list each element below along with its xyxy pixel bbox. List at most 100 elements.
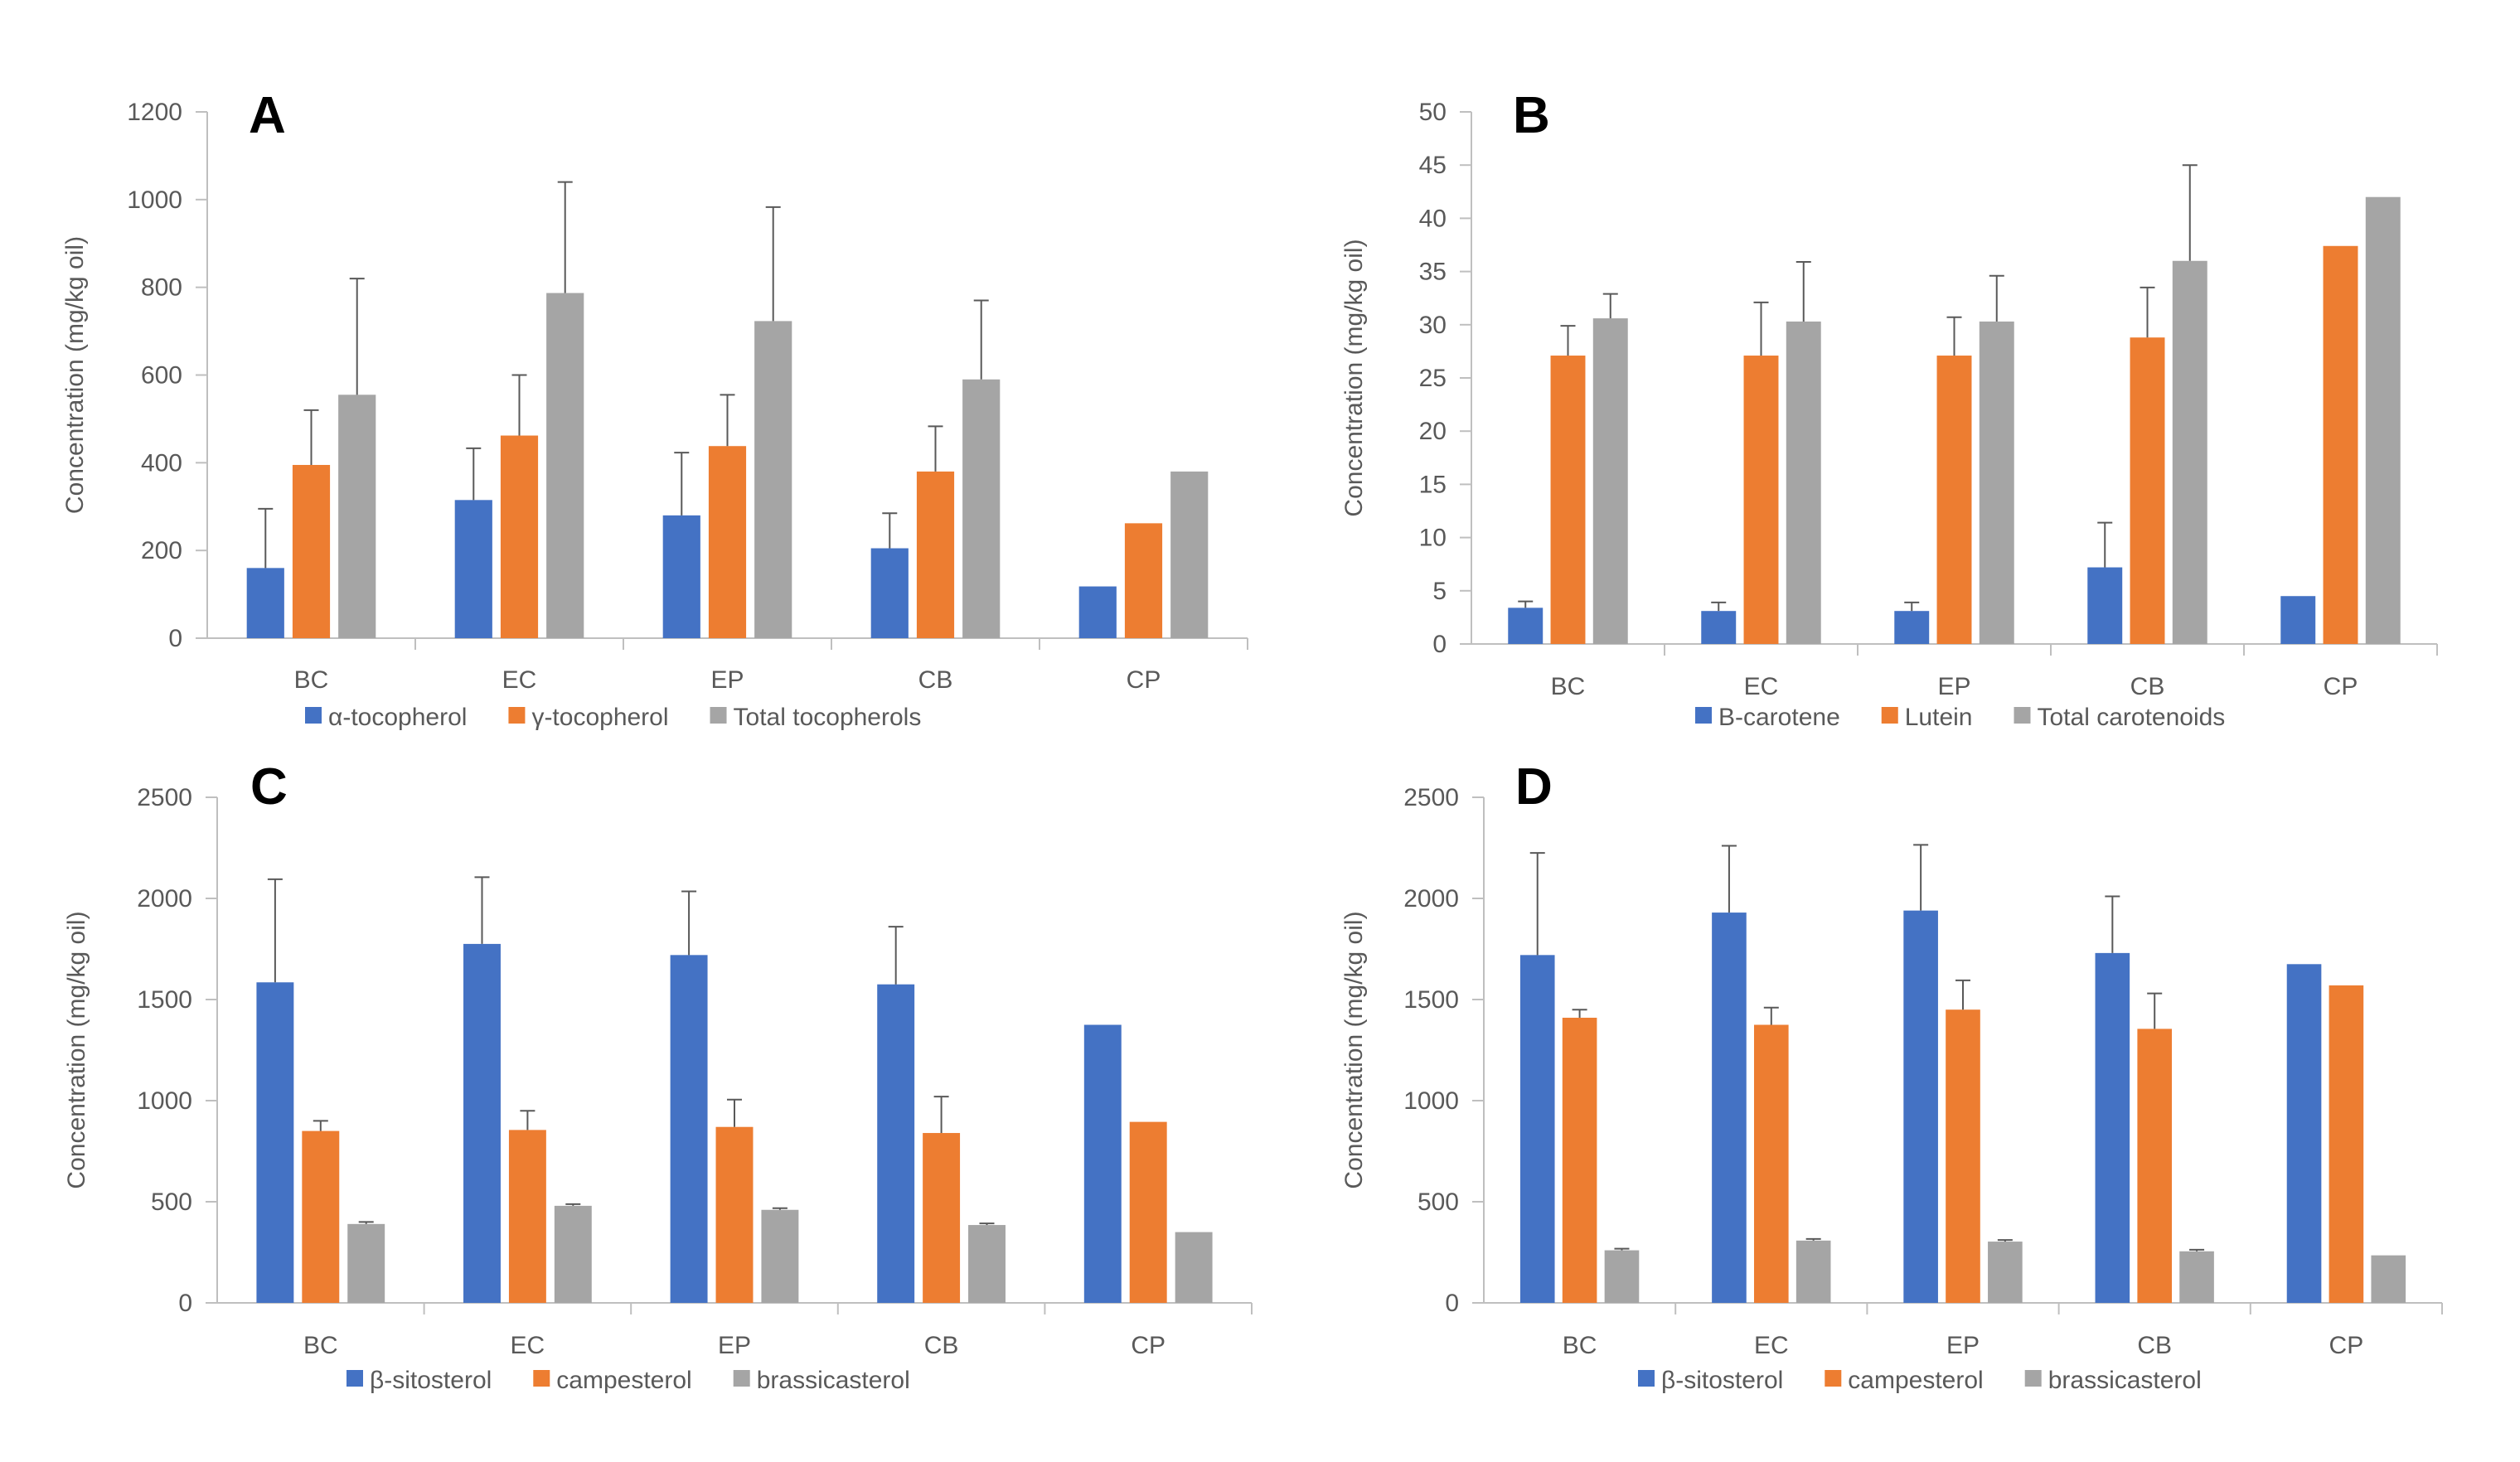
- y-tick-label: 15: [1419, 471, 1447, 498]
- panel-d: D Concentration (mg/kg oil) 0 500 1000 1500 20…: [1340, 758, 2443, 1394]
- y-tick-label: 2000: [137, 885, 192, 913]
- bar-ec-1: [463, 943, 501, 1303]
- panel-b: B Concentration (mg/kg oil) 0 5 10 15 20 25 30 35…: [1340, 87, 2438, 731]
- x-tick-label-cb: CB: [2130, 673, 2165, 700]
- legend-label: brassicasterol: [757, 1367, 910, 1394]
- y-axis-title-d: Concentration (mg/kg oil): [1340, 911, 1368, 1188]
- bar-cb-1: [870, 548, 909, 638]
- y-tick-label: 2000: [1403, 885, 1459, 913]
- bar-ep-3: [1988, 1242, 2023, 1303]
- legend-swatch: [305, 707, 322, 724]
- y-axis-title-c: Concentration (mg/kg oil): [63, 911, 90, 1188]
- y-tick-label: 200: [141, 537, 182, 564]
- y-tick-label: 2500: [1403, 784, 1459, 811]
- legend-label: Total tocopherols: [734, 704, 922, 731]
- bar-bc-3: [1592, 318, 1628, 644]
- bar-ep-3: [1979, 321, 2014, 644]
- bar-ec-2: [1753, 1024, 1789, 1303]
- legend-swatch: [710, 707, 727, 724]
- y-tick-label: 0: [178, 1290, 192, 1317]
- legend-swatch: [533, 1370, 550, 1387]
- bar-cb-2: [916, 471, 955, 638]
- bar-ep-2: [715, 1126, 754, 1303]
- legend-swatch: [2014, 707, 2031, 724]
- legend-label: campesterol: [1848, 1367, 1983, 1394]
- x-tick-label-cp: CP: [1131, 1332, 1166, 1359]
- bar-bc-1: [1508, 608, 1544, 644]
- y-tick-label: 600: [141, 362, 182, 390]
- x-tick-label-bc: BC: [1551, 673, 1586, 700]
- y-tick-label: 500: [1418, 1188, 1459, 1216]
- bar-bc-2: [302, 1130, 340, 1303]
- bar-bc-2: [1562, 1017, 1597, 1303]
- bar-ec-2: [508, 1130, 546, 1303]
- y-tick-label: 1500: [1403, 986, 1459, 1014]
- bar-ep-1: [1903, 910, 1938, 1303]
- y-tick-label: 40: [1419, 205, 1447, 232]
- y-tick-label: 800: [141, 274, 182, 302]
- bar-cb-2: [2137, 1029, 2173, 1303]
- legend-label: brassicasterol: [2048, 1367, 2202, 1394]
- panel-letter-c: C: [250, 758, 288, 816]
- y-tick-label: 1000: [1403, 1087, 1459, 1115]
- bar-ep-1: [1894, 611, 1930, 644]
- x-tick-label-ec: EC: [502, 666, 537, 694]
- legend-label: β-sitosterol: [370, 1367, 492, 1394]
- bar-ep-3: [754, 321, 792, 638]
- x-tick-label-ep: EP: [710, 666, 744, 694]
- x-tick-label-ec: EC: [1744, 673, 1779, 700]
- y-axis-title-a: Concentration (mg/kg oil): [61, 236, 89, 514]
- legend-a: α-tocopherol γ-tocopherol Total tocopherol…: [305, 704, 921, 731]
- x-tick-label-ec: EC: [1754, 1332, 1789, 1359]
- bar-cp-2: [2323, 245, 2358, 644]
- legend-label: α-tocopherol: [328, 704, 467, 731]
- y-tick-label: 2500: [137, 784, 192, 811]
- bar-cb-3: [2179, 1251, 2214, 1303]
- y-axis-title-b: Concentration (mg/kg oil): [1340, 239, 1368, 516]
- y-tick-label: 1000: [137, 1087, 192, 1115]
- y-tick-label: 500: [151, 1188, 192, 1216]
- bar-ec-2: [500, 435, 539, 638]
- y-tick-label: 0: [168, 625, 182, 652]
- panel-a: A Concentration (mg/kg oil) 0 200 400 600 800 1…: [61, 87, 1248, 731]
- x-tick-label-bc: BC: [1563, 1332, 1597, 1359]
- y-tick-label: 0: [1445, 1290, 1459, 1317]
- bar-cb-3: [2172, 260, 2207, 644]
- bar-cb-1: [877, 984, 915, 1303]
- bar-cp-2: [1124, 523, 1163, 638]
- legend-swatch: [508, 707, 526, 724]
- legend-swatch: [1881, 707, 1898, 724]
- x-tick-label-cp: CP: [1127, 666, 1161, 694]
- legend-swatch: [346, 1370, 363, 1387]
- bar-ep-2: [1946, 1009, 1980, 1303]
- legend-label: Total carotenoids: [2038, 704, 2226, 731]
- bar-bc-3: [347, 1223, 385, 1303]
- bar-cp-1: [2280, 596, 2316, 644]
- bar-bc-3: [338, 395, 376, 638]
- y-tick-label: 25: [1419, 365, 1447, 392]
- y-tick-label: 400: [141, 449, 182, 477]
- x-tick-label-cb: CB: [924, 1332, 959, 1359]
- bar-ep-1: [670, 955, 708, 1303]
- bar-cp-1: [2286, 964, 2322, 1303]
- legend-c: β-sitosterol campesterol brassicasterol: [346, 1367, 910, 1394]
- bar-ec-1: [1701, 611, 1737, 644]
- bar-cb-1: [2087, 567, 2123, 644]
- legend-swatch: [1638, 1370, 1655, 1387]
- legend-swatch: [2024, 1370, 2042, 1387]
- bar-bc-2: [292, 464, 331, 638]
- y-tick-label: 1500: [137, 986, 192, 1014]
- x-tick-label-cp: CP: [2329, 1332, 2364, 1359]
- bar-cp-3: [2371, 1255, 2406, 1303]
- bar-bc-1: [246, 568, 284, 638]
- y-tick-label: 45: [1419, 152, 1447, 179]
- legend-swatch: [1695, 707, 1712, 724]
- legend-label: Β-carotene: [1718, 704, 1840, 731]
- bar-cp-1: [1083, 1024, 1122, 1303]
- legend-label: Lutein: [1905, 704, 1973, 731]
- x-tick-label-bc: BC: [294, 666, 329, 694]
- y-tick-label: 1200: [127, 99, 182, 126]
- y-tick-label: 0: [1432, 631, 1447, 658]
- panel-c: C Concentration (mg/kg oil) 0 500 1000 1500 20…: [63, 758, 1253, 1394]
